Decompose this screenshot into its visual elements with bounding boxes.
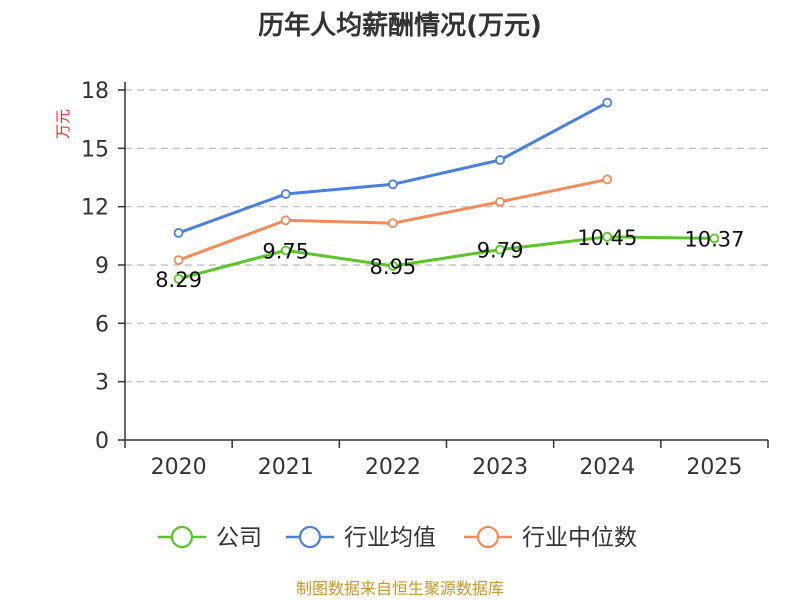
y-tick-label-6: 6 [95, 312, 109, 337]
x-tick-label-2021: 2021 [258, 455, 314, 480]
legend-item-0[interactable]: 公司 [158, 525, 262, 551]
legend-marker-2 [476, 525, 500, 549]
legend-marker-0 [170, 525, 194, 549]
series-0-point-2021[interactable] [280, 245, 291, 256]
data-label-2024: 10.45 [577, 226, 637, 250]
series-2-point-2023[interactable] [495, 196, 505, 207]
legend-label-1: 行业均值 [344, 525, 436, 551]
y-tick-label-3: 3 [95, 371, 109, 396]
legend-label-2: 行业中位数 [522, 525, 637, 551]
series-1-point-2022[interactable] [388, 179, 398, 190]
series-1 [173, 97, 613, 238]
y-tick-label-12: 12 [81, 196, 109, 221]
legend[interactable]: 公司 行业均值 行业中位数 [158, 525, 637, 551]
legend-item-1[interactable]: 行业均值 [286, 525, 436, 551]
legend-label-0: 公司 [216, 525, 262, 551]
series-1-point-2023[interactable] [495, 155, 505, 165]
series-2-point-2022[interactable] [388, 218, 398, 229]
y-axis-unit-label: 万元 [54, 109, 72, 139]
series-lines [173, 97, 720, 284]
series-1-point-2020[interactable] [173, 228, 184, 238]
series-line-0 [178, 235, 715, 281]
data-label-2023: 9.79 [477, 239, 524, 263]
series-0 [173, 231, 720, 284]
y-tick-label-18: 18 [81, 79, 109, 104]
series-line-1 [178, 101, 608, 235]
y-tick-label-0: 0 [95, 429, 109, 454]
chart-title: 历年人均薪酬情况(万元) [258, 10, 542, 41]
legend-item-2[interactable]: 行业中位数 [464, 525, 637, 551]
data-label-2020: 8.29 [155, 268, 202, 292]
series-0-point-2022[interactable] [388, 261, 398, 271]
data-label-2022: 8.95 [370, 255, 417, 279]
data-label-2021: 9.75 [262, 239, 309, 263]
data-label-2025: 10.37 [684, 227, 744, 251]
series-0-point-2024[interactable] [602, 231, 613, 242]
x-tick-label-2024: 2024 [579, 455, 635, 480]
x-tick-label-2025: 2025 [686, 455, 742, 480]
y-tick-label-15: 15 [81, 137, 109, 162]
series-1-point-2024[interactable] [602, 97, 613, 108]
series-0-point-2020[interactable] [173, 273, 184, 284]
series-2 [173, 174, 613, 266]
grid-lines [125, 89, 768, 383]
series-0-point-2025[interactable] [709, 233, 720, 244]
x-tick-label-2022: 2022 [365, 455, 421, 480]
series-2-point-2024[interactable] [602, 174, 613, 185]
series-2-point-2021[interactable] [280, 215, 291, 226]
data-labels: 8.29 9.75 8.95 9.79 10.45 10.37 [155, 226, 744, 292]
series-0-point-2023[interactable] [495, 244, 505, 255]
series-1-point-2021[interactable] [280, 189, 291, 199]
series-2-point-2020[interactable] [173, 255, 184, 266]
source-note: 制图数据来自恒生聚源数据库 [296, 579, 504, 598]
axes: 0 3 6 9 12 15 18 2020 2021 2022 2023 2024 2025 [81, 79, 769, 480]
x-tick-label-2023: 2023 [472, 455, 528, 480]
legend-marker-1 [298, 525, 322, 549]
y-tick-label-9: 9 [95, 254, 109, 279]
x-tick-label-2020: 2020 [151, 455, 207, 480]
